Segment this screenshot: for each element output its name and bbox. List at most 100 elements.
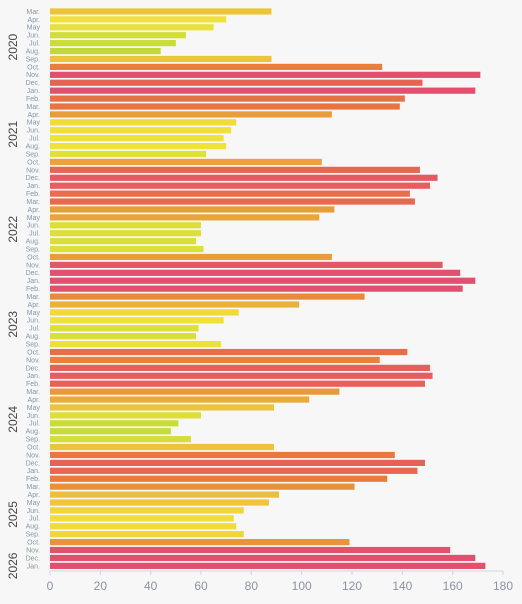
bar	[50, 182, 431, 189]
bar	[50, 285, 463, 292]
month-tick-label: Feb.	[26, 476, 40, 483]
month-tick-label: Jul.	[29, 326, 40, 333]
bar	[50, 459, 425, 466]
month-tick-label: Mar.	[26, 199, 40, 206]
month-tick-label: Apr.	[28, 17, 41, 24]
month-tick-label: Jan.	[27, 468, 40, 475]
bar	[50, 420, 179, 427]
month-tick-label: Aug.	[26, 524, 40, 531]
month-tick-label: Aug.	[26, 144, 40, 151]
month-tick-label: Jun.	[27, 128, 40, 135]
bar	[50, 111, 332, 118]
month-tick-label: Sep.	[26, 56, 40, 63]
month-tick-label: Nov.	[26, 452, 40, 459]
month-tick-label: Nov.	[26, 262, 40, 269]
month-tick-label: Mar.	[26, 104, 40, 111]
bar	[50, 63, 383, 70]
month-tick-label: Oct.	[27, 159, 40, 166]
month-tick-label: Oct.	[27, 444, 40, 451]
bar	[50, 119, 237, 126]
bar	[50, 364, 431, 371]
month-tick-label: Aug.	[26, 334, 40, 341]
month-tick-label: Dec.	[26, 270, 40, 277]
bar	[50, 404, 274, 411]
month-tick-label: Jun.	[27, 413, 40, 420]
bar	[50, 32, 186, 39]
month-tick-label: Oct.	[27, 64, 40, 71]
bar	[50, 277, 476, 284]
month-tick-label: Aug.	[26, 429, 40, 436]
month-tick-label: Jan.	[27, 563, 40, 570]
month-tick-label: Feb.	[26, 381, 40, 388]
bar	[50, 95, 405, 102]
month-tick-label: May	[27, 120, 41, 127]
bar	[50, 238, 196, 245]
month-tick-label: Aug.	[26, 48, 40, 55]
month-tick-label: Jul.	[29, 231, 40, 238]
month-tick-label: Sep.	[26, 437, 40, 444]
month-tick-label: Apr.	[28, 207, 41, 214]
bar	[50, 47, 161, 55]
bar	[50, 206, 335, 213]
x-tick-label: 120	[342, 579, 362, 593]
month-tick-label: Jul.	[29, 516, 40, 523]
bar	[50, 467, 418, 474]
bar	[50, 71, 481, 78]
month-tick-label: Sep.	[26, 246, 40, 253]
month-tick-label: Dec.	[26, 365, 40, 372]
month-tick-label: Feb.	[26, 286, 40, 293]
year-label: 2023	[6, 311, 20, 338]
bar	[50, 499, 269, 506]
month-tick-label: Jan.	[27, 278, 40, 285]
month-tick-label: Feb.	[26, 96, 40, 103]
year-label: 2021	[6, 121, 20, 148]
bar	[50, 245, 204, 253]
bar	[50, 515, 234, 522]
month-tick-label: Jul.	[29, 41, 40, 48]
month-tick-label: Oct.	[27, 349, 40, 356]
month-tick-label: Jul.	[29, 136, 40, 143]
bar	[50, 531, 244, 538]
month-tick-label: Apr.	[28, 112, 41, 119]
bar	[50, 127, 232, 134]
month-tick-label: Apr.	[28, 302, 41, 309]
month-tick-label: May	[27, 405, 41, 412]
month-tick-label: Sep.	[26, 532, 40, 539]
x-tick-label: 80	[245, 579, 259, 593]
bar	[50, 443, 274, 451]
bar	[50, 135, 224, 142]
bar	[50, 24, 214, 31]
month-tick-label: May	[27, 25, 41, 32]
bar	[50, 40, 176, 47]
month-tick-label: Mar.	[26, 294, 40, 301]
month-tick-label: Apr.	[28, 492, 41, 499]
bar	[50, 436, 191, 443]
bar	[50, 55, 272, 63]
bar	[50, 491, 280, 498]
year-label: 2022	[6, 216, 20, 243]
bar	[50, 214, 320, 221]
bar	[50, 348, 408, 356]
month-tick-label: Mar.	[26, 9, 40, 16]
year-label: 2024	[6, 406, 20, 433]
month-tick-label: Nov.	[26, 72, 40, 79]
bar	[50, 174, 438, 181]
month-tick-label: Jul.	[29, 421, 40, 428]
month-tick-label: Dec.	[26, 175, 40, 182]
month-tick-label: Nov.	[26, 357, 40, 364]
month-labels-group: Mar.Apr.MayJun.Jul.Aug.Sep.Oct.Nov.Dec.J…	[26, 9, 41, 570]
bar	[50, 372, 433, 379]
month-tick-label: Jan.	[27, 373, 40, 380]
x-tick-label: 0	[47, 579, 54, 593]
month-tick-label: Dec.	[26, 460, 40, 467]
bars-group	[50, 8, 486, 569]
bar	[50, 396, 310, 403]
bar	[50, 230, 201, 237]
month-tick-label: Nov.	[26, 167, 40, 174]
month-tick-label: May	[27, 500, 41, 507]
bar	[50, 451, 395, 459]
bar	[50, 546, 451, 554]
bar	[50, 325, 199, 332]
bar	[50, 8, 272, 15]
bar	[50, 16, 227, 23]
